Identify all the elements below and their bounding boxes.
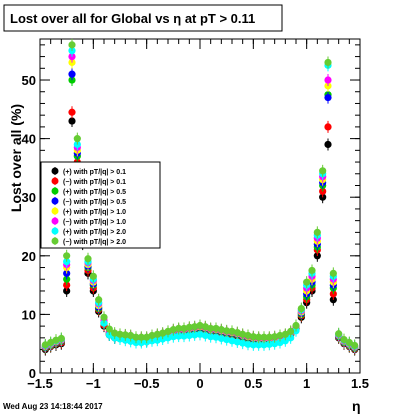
data-point [255,341,263,349]
data-point [121,331,129,339]
data-point [191,331,199,339]
data-point [223,327,231,335]
data-point [89,272,97,280]
legend-marker [51,227,59,235]
data-point [175,324,183,333]
data-point [324,123,332,131]
data-point [73,135,81,143]
legend-label: (−) with pT/|q| > 2.0 [63,239,126,246]
x-tick-label: −0.5 [134,376,160,391]
legend-marker [51,187,59,195]
data-point [260,333,268,341]
data-point [249,333,257,341]
x-tick-label: 0 [196,376,203,391]
data-point [265,333,273,341]
data-point [351,341,359,350]
data-point [57,334,65,343]
data-point [319,167,327,175]
data-point [324,58,332,67]
data-point [95,296,103,304]
data-point [313,228,321,236]
legend: (+) with pT/|q| > 0.1 (−) with pT/|q| > 0… [40,161,161,249]
legend-label: (+) with pT/|q| > 0.5 [63,189,126,196]
legend-marker [51,167,59,175]
data-point [68,41,76,49]
y-tick-label: 50 [22,73,36,88]
chart-title-box: Lost over all for Global vs η at pT > 0.… [3,4,283,32]
data-point [345,338,353,347]
data-point [329,269,337,277]
legend-label: (+) with pT/|q| > 0.1 [63,169,126,176]
x-axis: −1.5 −1 −0.5 0 0.5 1 1.5 [27,39,369,391]
data-point [244,340,252,348]
legend-label: (+) with pT/|q| > 2.0 [63,229,126,236]
data-point [132,333,140,341]
data-point [335,330,343,338]
data-point [185,331,193,340]
legend-marker [51,177,59,185]
x-tick-label: −1 [86,376,101,391]
data-point [297,304,305,313]
legend-marker [51,217,59,225]
data-point [255,333,263,341]
data-point [265,340,273,348]
data-point [180,332,188,340]
legend-label: (−) with pT/|q| > 1.0 [63,219,126,226]
x-axis-title: η [352,398,361,414]
y-tick-label: 0 [29,366,36,381]
data-point [105,325,113,333]
data-point [281,337,289,345]
data-point [281,330,289,338]
data-point [68,70,76,78]
legend-label: (−) with pT/|q| > 0.1 [63,179,126,186]
chart-title: Lost over all for Global vs η at pT > 0.… [10,11,255,26]
data-point [68,108,76,116]
data-point [169,333,177,341]
data-point [116,330,124,338]
data-point [287,334,295,342]
x-tick-label: 1.5 [351,376,369,391]
data-point [308,266,316,275]
data-point [100,313,108,321]
y-tick-label: 10 [22,307,36,322]
data-point [68,117,76,125]
data-point [260,341,268,349]
y-axis-title: Lost over all (%) [8,104,24,212]
data-point [324,140,332,149]
data-point [324,76,332,84]
legend-marker [51,237,59,245]
data-point [137,333,145,341]
x-tick-label: −1.5 [27,376,53,391]
y-tick-label: 30 [22,190,36,205]
data-point [84,255,92,263]
legend-label: (−) with pT/|q| > 0.5 [63,199,126,206]
data-point [287,327,295,335]
legend-marker [51,207,59,215]
data-point [207,333,215,341]
data-point [292,321,300,330]
data-point [324,93,332,102]
data-point [249,341,257,349]
y-tick-label: 40 [22,132,36,147]
data-points [41,38,359,356]
data-point [185,323,193,331]
data-point [175,332,183,340]
legend-marker [51,197,59,205]
y-tick-label: 20 [22,249,36,264]
data-point [63,252,71,260]
x-tick-label: 0.5 [244,376,262,391]
data-point [340,336,348,344]
data-point [303,278,311,286]
series-7 [41,38,359,352]
legend-label: (+) with pT/|q| > 1.0 [63,209,126,216]
data-point [207,324,215,333]
timestamp: Wed Aug 23 14:18:44 2017 [3,402,103,411]
x-tick-label: 1 [303,376,310,391]
